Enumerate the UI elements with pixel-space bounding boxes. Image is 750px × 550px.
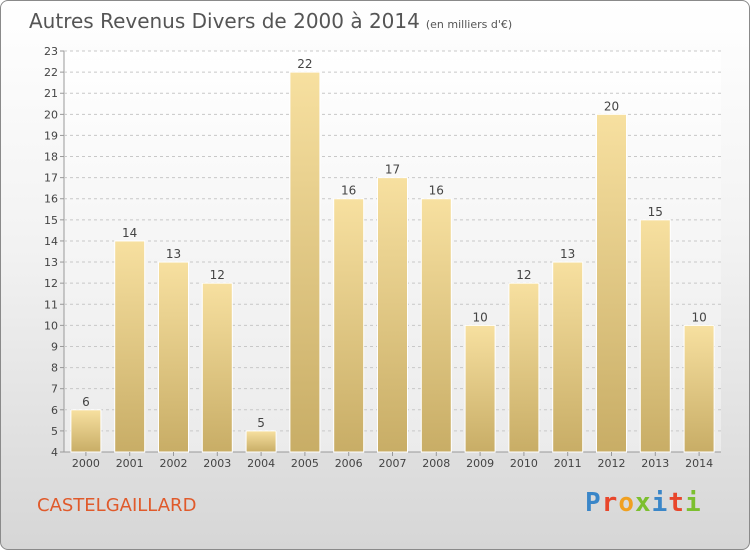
chart-title: Autres Revenus Divers de 2000 à 2014 (en …: [29, 9, 512, 33]
y-tick-label: 12: [44, 277, 58, 290]
bar-value-label: 16: [429, 184, 444, 198]
y-tick-label: 13: [44, 256, 58, 269]
x-tick-label: 2005: [291, 457, 319, 470]
x-tick-label: 2011: [554, 457, 582, 470]
bar-value-label: 10: [472, 310, 487, 324]
y-tick-label: 8: [51, 362, 58, 375]
bar: [464, 324, 496, 453]
x-tick-label: 2014: [685, 457, 713, 470]
bar-value-label: 15: [648, 205, 663, 219]
bar-value-label: 20: [604, 99, 619, 113]
bar: [289, 71, 321, 453]
y-tick-label: 21: [44, 87, 58, 100]
bar: [377, 177, 408, 453]
y-tick-label: 22: [44, 66, 58, 79]
y-tick-label: 4: [51, 446, 58, 459]
bar: [114, 240, 146, 453]
x-tick-label: 2010: [510, 457, 538, 470]
x-tick-label: 2012: [598, 457, 626, 470]
commune-name: CASTELGAILLARD: [37, 495, 197, 516]
x-tick-label: 2006: [335, 457, 363, 470]
y-tick-label: 5: [51, 425, 58, 438]
bar: [639, 219, 671, 453]
bar-value-label: 17: [385, 163, 400, 177]
x-tick-label: 2008: [422, 457, 450, 470]
x-tick-label: 2001: [116, 457, 144, 470]
y-tick-label: 20: [44, 108, 58, 121]
logo-letter: o: [618, 488, 635, 518]
y-tick-label: 16: [44, 193, 58, 206]
y-tick-label: 11: [44, 298, 58, 311]
y-tick-label: 10: [44, 319, 58, 332]
x-tick-label: 2013: [641, 457, 669, 470]
y-tick-label: 7: [51, 383, 58, 396]
y-tick-label: 19: [44, 129, 58, 142]
x-tick-label: 2004: [247, 457, 275, 470]
bar-value-label: 10: [691, 310, 706, 324]
bar: [158, 261, 189, 453]
bar-value-label: 22: [297, 57, 312, 71]
bar-value-label: 13: [560, 247, 575, 261]
y-tick-label: 17: [44, 172, 58, 185]
x-tick-label: 2003: [203, 457, 231, 470]
bar: [683, 324, 715, 453]
y-tick-label: 23: [44, 45, 58, 58]
bar: [70, 409, 102, 453]
logo-letter: r: [601, 488, 619, 518]
bar: [508, 282, 540, 453]
logo-letter: x: [634, 488, 652, 518]
bar-chart: 4 5 6 7 8 9 10 11 12 13 14 15 16 17 18 19 20 21 22 23 6 14 13…: [44, 45, 721, 470]
bar: [201, 282, 233, 453]
bar: [333, 198, 365, 453]
bar-value-label: 5: [257, 416, 265, 430]
y-tick-label: 18: [44, 151, 58, 164]
x-tick-label: 2007: [379, 457, 407, 470]
bar: [596, 113, 627, 453]
bar: [420, 198, 452, 453]
logo-letter: t: [668, 488, 685, 518]
y-tick-label: 14: [44, 235, 58, 248]
title-unit: (en milliers d'€): [425, 18, 513, 31]
bar-value-label: 13: [166, 247, 181, 261]
y-tick-label: 15: [44, 214, 58, 227]
y-tick-label: 9: [51, 340, 58, 353]
bar-value-label: 16: [341, 184, 356, 198]
title-text: Autres Revenus Divers de 2000 à 2014: [29, 9, 420, 33]
bar: [245, 430, 277, 453]
logo-letter: i: [684, 488, 702, 518]
x-tick-label: 2009: [466, 457, 494, 470]
bar-value-label: 6: [82, 395, 90, 409]
x-tick-label: 2000: [72, 457, 100, 470]
bar-value-label: 12: [516, 268, 531, 282]
bar-value-label: 14: [122, 226, 137, 240]
logo-letter: P: [585, 488, 602, 518]
bar: [552, 261, 584, 453]
x-tick-label: 2002: [160, 457, 188, 470]
bar-value-label: 12: [210, 268, 225, 282]
y-tick-label: 6: [51, 404, 58, 417]
logo-letter: i: [651, 488, 669, 518]
proxiti-logo: Proxiti: [585, 488, 702, 518]
